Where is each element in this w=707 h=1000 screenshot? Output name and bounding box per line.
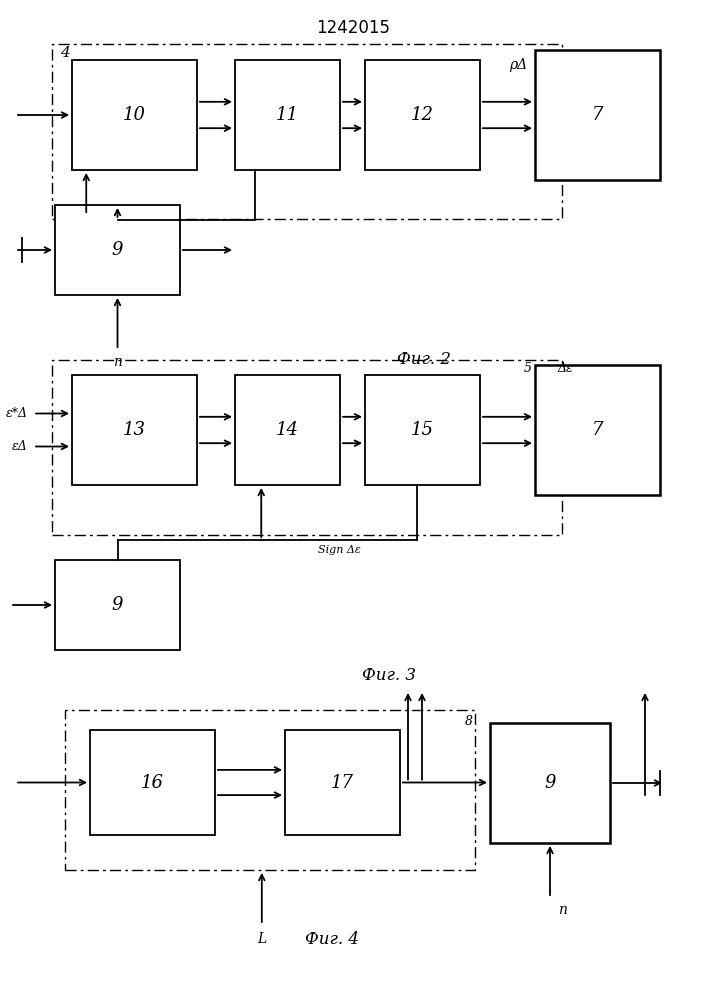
Text: n: n	[113, 355, 122, 369]
Text: n: n	[558, 903, 567, 917]
Text: 1242015: 1242015	[317, 19, 390, 37]
Text: 5: 5	[524, 362, 532, 375]
Bar	[365, 375, 480, 485]
Text: 13: 13	[123, 421, 146, 439]
Text: 7: 7	[592, 106, 603, 124]
Bar	[535, 365, 660, 495]
Text: 4: 4	[60, 46, 70, 60]
Text: 9: 9	[112, 596, 123, 614]
Text: 14: 14	[276, 421, 299, 439]
Text: L: L	[257, 932, 267, 946]
Bar	[52, 44, 562, 219]
Text: 15: 15	[411, 421, 434, 439]
Bar	[490, 723, 610, 843]
Text: 9: 9	[544, 774, 556, 792]
Text: Фиг. 3: Фиг. 3	[362, 666, 416, 684]
Bar	[52, 360, 562, 535]
Bar	[535, 50, 660, 180]
Bar	[72, 60, 197, 170]
Text: Δε: Δε	[557, 362, 573, 375]
Text: 7: 7	[592, 421, 603, 439]
Bar	[90, 730, 215, 835]
Text: 10: 10	[123, 106, 146, 124]
Text: 16: 16	[141, 774, 164, 792]
Text: ρΔ: ρΔ	[509, 58, 527, 72]
Bar	[55, 560, 180, 650]
Bar	[235, 375, 340, 485]
Text: Фиг. 4: Фиг. 4	[305, 932, 359, 948]
Text: 9: 9	[112, 241, 123, 259]
Bar	[55, 205, 180, 295]
Bar	[235, 60, 340, 170]
Text: ε*Δ: ε*Δ	[6, 407, 28, 420]
Bar	[65, 710, 475, 870]
Text: εΔ: εΔ	[12, 440, 28, 453]
Bar	[365, 60, 480, 170]
Text: 8: 8	[465, 715, 473, 728]
Bar	[72, 375, 197, 485]
Text: Фиг. 2: Фиг. 2	[397, 352, 451, 368]
Text: 11: 11	[276, 106, 299, 124]
Bar	[285, 730, 400, 835]
Text: 17: 17	[331, 774, 354, 792]
Text: Sign Δε: Sign Δε	[317, 545, 361, 555]
Text: 12: 12	[411, 106, 434, 124]
